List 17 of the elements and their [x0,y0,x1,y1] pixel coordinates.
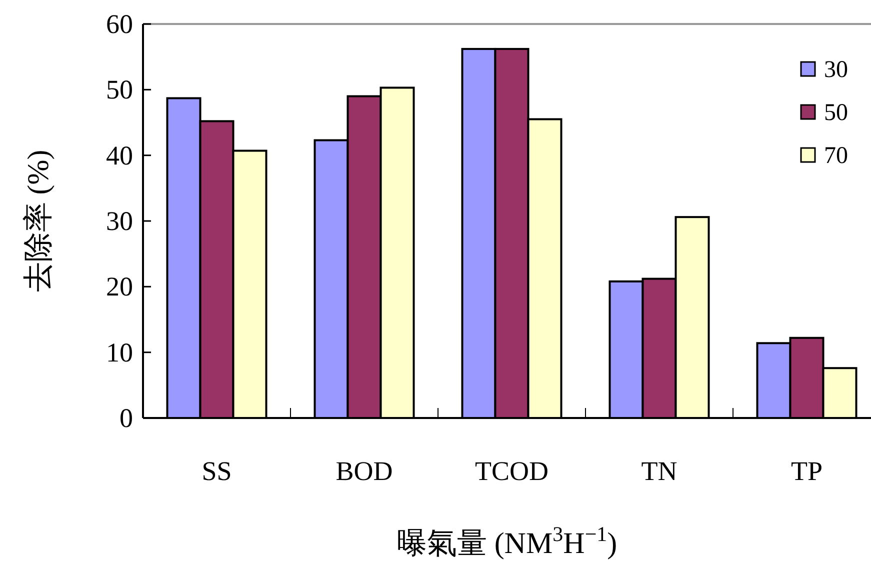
y-tick-label: 30 [106,206,133,236]
legend-label: 70 [824,143,848,169]
x-tick-label: TCOD [475,456,548,486]
y-tick-label: 10 [106,337,133,368]
y-axis-title: 去除率 (%) [22,150,55,292]
x-tick-label: TP [790,456,823,486]
x-axis-title: 曝氣量 (NM$^{3}$H$^{−1}$) [396,522,618,560]
x-tick-label: BOD [336,456,393,486]
y-tick-label: 20 [106,272,133,302]
legend-label: 50 [824,100,848,126]
legend-label: 30 [824,57,848,83]
y-tick-label: 0 [120,403,133,433]
y-tick-label: 40 [106,140,133,170]
x-tick-label: SS [202,456,232,486]
x-tick-label: TN [641,456,678,486]
y-tick-label: 50 [106,74,133,105]
y-tick-label: 60 [106,9,133,39]
